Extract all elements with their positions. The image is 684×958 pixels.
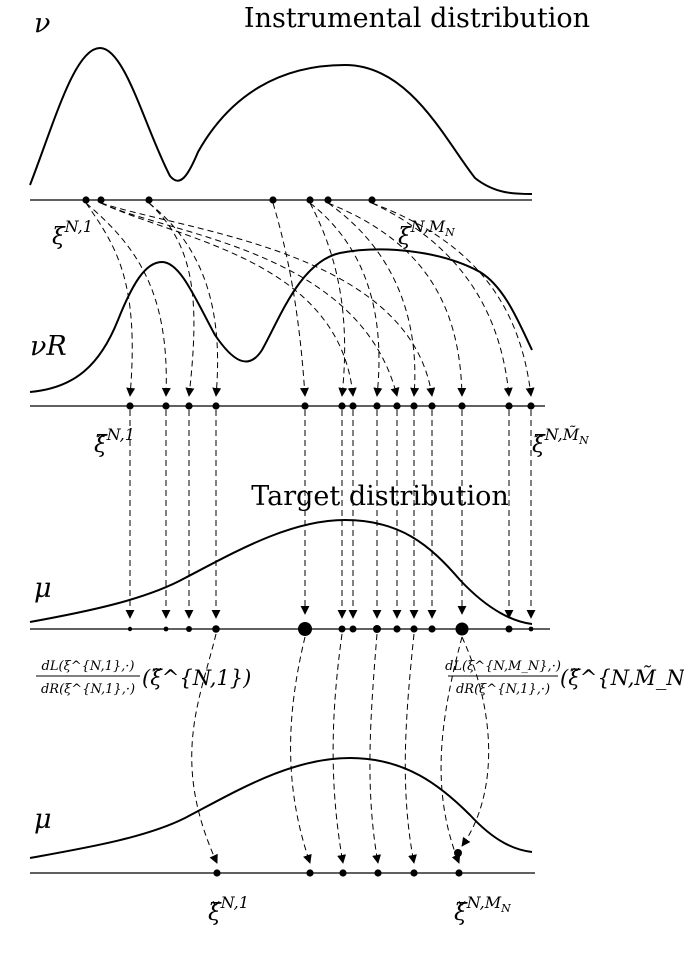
mutation-arrow xyxy=(100,202,357,397)
resampling-arrow xyxy=(404,633,417,864)
instrumental-particles xyxy=(82,196,376,204)
weighted-measure-label: μ xyxy=(34,573,52,604)
resampled-measure-label: μ xyxy=(34,804,52,835)
particle xyxy=(163,626,169,632)
resampled-density-curve xyxy=(29,756,533,859)
particle xyxy=(162,402,170,410)
particle xyxy=(338,625,346,633)
weight-right-argument: (ξ̃^{N,M̃_N}) xyxy=(560,666,684,690)
mutated-last-particle-label: ξ̃N,M̃N xyxy=(532,425,589,458)
resampled-particles xyxy=(213,849,463,877)
weight-left-denominator: dR(ξ^{N,1},·) xyxy=(41,682,135,697)
particle xyxy=(339,869,347,877)
resampling-arrows xyxy=(191,633,490,864)
mutation-arrow xyxy=(371,202,513,397)
weighting-arrows xyxy=(125,410,536,619)
particle xyxy=(82,196,90,204)
mutation-arrow xyxy=(309,202,383,397)
particle xyxy=(97,196,105,204)
particle xyxy=(410,625,418,633)
mutation-arrow xyxy=(148,202,222,397)
mutation-arrow xyxy=(327,202,420,397)
particle xyxy=(338,402,346,410)
weight-left-numerator: dL(ξ^{N,1},·) xyxy=(42,659,135,674)
particle xyxy=(505,625,513,633)
particle xyxy=(374,869,382,877)
particle xyxy=(145,196,153,204)
target-title: Target distribution xyxy=(251,481,509,512)
particle xyxy=(428,625,436,633)
particle xyxy=(505,402,513,410)
particle xyxy=(393,402,401,410)
resampling-arrow xyxy=(290,636,312,864)
particle xyxy=(428,402,436,410)
particle xyxy=(349,625,357,633)
particle xyxy=(373,402,381,410)
weight-formula-left: dL(ξ^{N,1},·) dR(ξ^{N,1},·) (ξ̃^{N,1}) xyxy=(36,659,251,697)
particle xyxy=(324,196,332,204)
mutated-measure-label: νR xyxy=(30,331,67,362)
instrumental-measure-label: ν xyxy=(34,8,50,39)
particle xyxy=(301,402,309,410)
weight-formula-right: dL(ξ^{N,M_N},·) dR(ξ^{N,1},·) (ξ̃^{N,M̃_… xyxy=(445,659,684,697)
particle xyxy=(213,869,221,877)
mutation-arrow xyxy=(309,202,348,397)
instrumental-density-curve xyxy=(29,46,533,195)
particle xyxy=(185,402,193,410)
particle xyxy=(368,196,376,204)
particle xyxy=(126,402,134,410)
particle xyxy=(454,849,462,857)
particle xyxy=(410,869,418,877)
resampled-first-particle-label: ξ̌N,1 xyxy=(208,893,249,926)
instrumental-panel: Instrumental distribution ν ξN,1 ξN,MN xyxy=(29,3,590,250)
particle xyxy=(458,402,466,410)
mutated-first-particle-label: ξ̃N,1 xyxy=(94,425,135,458)
particle xyxy=(527,402,535,410)
particle xyxy=(455,622,469,636)
particle xyxy=(186,626,192,632)
resampled-panel: μ ξ̌N,1 ξ̌N,MN xyxy=(29,756,535,926)
particle xyxy=(410,402,418,410)
particle xyxy=(455,869,463,877)
resampling-arrow xyxy=(461,636,490,847)
mutated-particles xyxy=(126,402,535,410)
mutation-arrow xyxy=(85,202,136,397)
resampled-last-particle-label: ξ̌N,MN xyxy=(454,893,511,926)
weight-right-denominator: dR(ξ^{N,1},·) xyxy=(456,682,550,697)
target-density-curve xyxy=(29,518,533,625)
resampling-arrow xyxy=(369,633,382,864)
weight-right-numerator: dL(ξ^{N,M_N},·) xyxy=(445,659,561,674)
instrumental-last-particle-label: ξN,MN xyxy=(398,217,455,250)
particle xyxy=(393,625,401,633)
particle xyxy=(298,622,312,636)
instrumental-title: Instrumental distribution xyxy=(244,3,590,34)
mutation-arrow xyxy=(272,202,309,397)
weight-left-argument: (ξ̃^{N,1}) xyxy=(142,666,251,690)
particle xyxy=(306,869,314,877)
mutation-arrows xyxy=(85,202,535,397)
resampling-arrow xyxy=(332,633,347,864)
weighted-panel: Target distribution μ dL(ξ^{N,1},·) dR(ξ… xyxy=(29,481,684,697)
resampling-arrow xyxy=(440,636,463,864)
particle xyxy=(306,196,314,204)
mutation-arrow xyxy=(100,202,436,397)
weighted-particles xyxy=(127,622,534,636)
resampling-arrow xyxy=(191,633,218,864)
particle xyxy=(269,196,277,204)
particle xyxy=(127,626,133,632)
particle xyxy=(349,402,357,410)
mutated-density-curve xyxy=(29,248,533,393)
instrumental-first-particle-label: ξN,1 xyxy=(52,217,93,250)
mutation-arrow xyxy=(148,202,195,397)
particle xyxy=(528,626,534,632)
mutation-arrow xyxy=(100,202,400,397)
mutated-panel: νR ξ̃N,1 ξ̃N,M̃N xyxy=(29,248,589,458)
mutation-arrow xyxy=(85,202,171,397)
particle xyxy=(212,625,220,633)
particle xyxy=(373,625,381,633)
particle xyxy=(212,402,220,410)
